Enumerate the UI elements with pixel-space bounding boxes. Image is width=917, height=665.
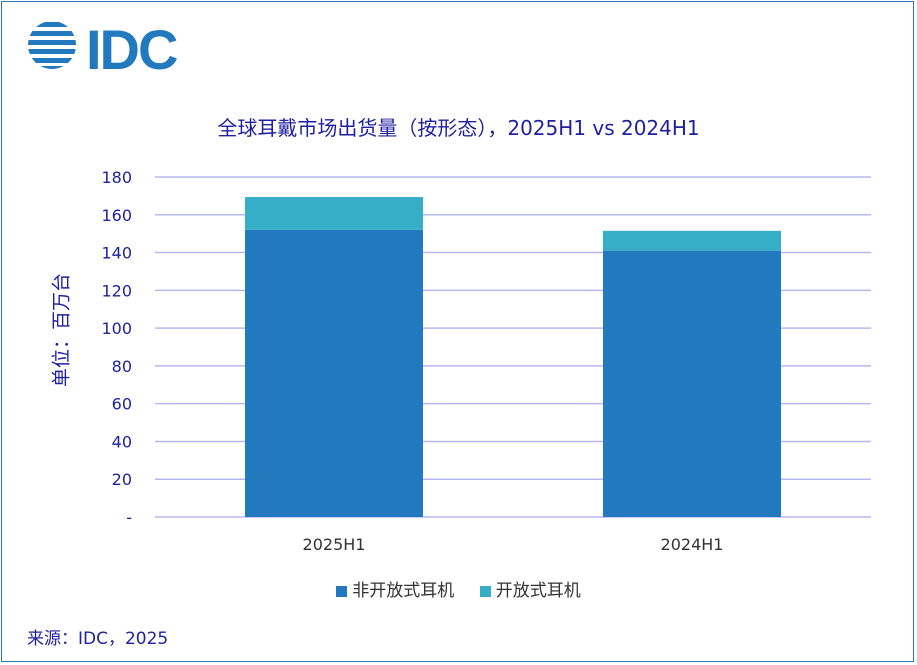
y-tick-label: 160 <box>101 206 132 225</box>
chart-title: 全球耳戴市场出货量（按形态），2025H1 vs 2024H1 <box>217 116 700 140</box>
y-tick-label: 100 <box>101 319 132 338</box>
legend-item-non-open: 非开放式耳机 <box>336 581 454 601</box>
y-tick-label: 180 <box>101 168 132 187</box>
legend-label: 非开放式耳机 <box>352 581 455 601</box>
legend: 非开放式耳机 开放式耳机 <box>0 576 917 601</box>
idc-logo: IDC <box>28 18 179 81</box>
y-tick-label: - <box>126 508 132 527</box>
y-tick-label: 60 <box>112 395 132 414</box>
y-tick-label: 120 <box>101 281 132 300</box>
y-tick-label: 80 <box>112 357 132 376</box>
y-axis-label: 单位：百万台 <box>50 273 73 388</box>
bar-2025H1-series-1 <box>245 197 423 230</box>
y-tick-label: 140 <box>101 244 132 263</box>
bar-2025H1-series-0 <box>245 229 423 517</box>
y-tick-label: 20 <box>112 470 132 489</box>
legend-swatch <box>479 585 491 597</box>
y-tick-label: 40 <box>112 432 132 451</box>
x-tick-label: 2024H1 <box>661 535 724 554</box>
x-tick-label: 2025H1 <box>303 535 366 554</box>
legend-swatch <box>336 585 348 597</box>
svg-text:IDC: IDC <box>86 18 177 81</box>
bar-2024H1-series-0 <box>603 250 781 517</box>
legend-label: 开放式耳机 <box>495 581 581 601</box>
source-note: 来源：IDC，2025 <box>27 629 169 649</box>
legend-item-open: 开放式耳机 <box>479 581 581 601</box>
bar-2024H1-series-1 <box>603 230 781 251</box>
